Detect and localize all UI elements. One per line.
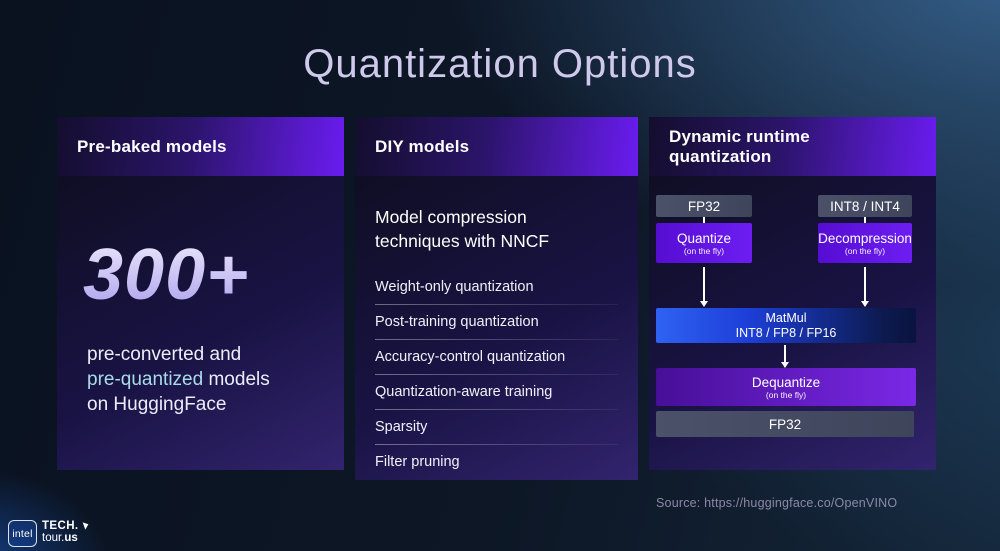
flow-quantize-box: Quantize (on the fly) (656, 223, 752, 263)
techtour-tour-text: tour. (42, 532, 65, 544)
flow-matmul-box: MatMul INT8 / FP8 / FP16 (656, 308, 916, 343)
flow-arrow-left (703, 267, 705, 301)
panel-diy-models: DIY models Model compression techniques … (355, 117, 638, 481)
techtour-tech-text: TECH. (42, 520, 79, 532)
flow-arrowhead-left-icon (700, 301, 708, 307)
diy-technique-item: Weight-only quantization (375, 270, 618, 306)
quantize-label: Quantize (676, 230, 732, 246)
panel-dynamic-runtime: Dynamic runtime quantization FP32 INT8 /… (649, 117, 936, 470)
panel-diy-body: Model compression techniques with NNCF W… (355, 176, 638, 481)
diy-technique-list: Weight-only quantization Post-training qu… (375, 270, 618, 480)
flow-dequantize-box: Dequantize (on the fly) (656, 368, 916, 406)
flow-decompression-box: Decompression (on the fly) (818, 223, 912, 263)
prebaked-model-count: 300+ (83, 237, 344, 314)
matmul-label: MatMul (765, 310, 807, 325)
techtour-top-line: TECH. (42, 520, 88, 532)
panel-prebaked-models: Pre-baked models 300+ pre-converted and … (57, 117, 344, 470)
flow-arrow-right (864, 267, 866, 301)
flow-connector-right (864, 217, 866, 223)
prebaked-description: pre-converted and pre-quantized models o… (87, 342, 344, 417)
decompression-note: (on the fly) (844, 245, 886, 256)
diy-technique-item: Quantization-aware training (375, 375, 618, 411)
techtour-logo: TECH. tour.us (42, 520, 88, 544)
quantize-note: (on the fly) (683, 245, 725, 256)
source-link: Source: https://huggingface.co/OpenVINO (656, 496, 898, 510)
panels-row: Pre-baked models 300+ pre-converted and … (57, 117, 938, 481)
flow-connector-left (703, 217, 705, 223)
panel-prebaked-header: Pre-baked models (57, 117, 344, 176)
decompression-label: Decompression (818, 230, 912, 246)
panel-dynamic-header: Dynamic runtime quantization (649, 117, 936, 176)
flow-input-int8-int4: INT8 / INT4 (818, 195, 912, 217)
diy-technique-item: Filter pruning (375, 454, 460, 471)
dynamic-flow-diagram: FP32 INT8 / INT4 Quantize (on the fly) D… (649, 176, 936, 470)
techtour-us-text: us (64, 532, 78, 544)
flow-arrowhead-mid-icon (781, 362, 789, 368)
slide-title: Quantization Options (303, 42, 697, 86)
intel-logo-text: intel (12, 527, 33, 540)
matmul-precisions: INT8 / FP8 / FP16 (735, 325, 837, 340)
desc-line3: on HuggingFace (87, 393, 227, 415)
desc-highlight-prequantized: pre-quantized (87, 368, 204, 390)
techtour-bottom-line: tour.us (42, 532, 87, 544)
diy-subtitle: Model compression techniques with NNCF (375, 207, 550, 251)
diy-technique-item: Post-training quantization (375, 305, 618, 341)
flow-output-fp32: FP32 (656, 411, 914, 437)
flow-arrow-mid (784, 345, 786, 362)
flow-input-fp32: FP32 (656, 195, 752, 217)
diy-technique-item: Sparsity (375, 410, 618, 446)
desc-line2-rest: models (203, 368, 270, 390)
intel-logo: intel (8, 520, 37, 547)
panel-diy-header: DIY models (355, 117, 638, 176)
techtour-cursor-icon (79, 522, 88, 530)
desc-line1: pre-converted and (87, 343, 242, 365)
dequantize-note: (on the fly) (765, 389, 807, 400)
flow-arrowhead-right-icon (861, 301, 869, 307)
dequantize-label: Dequantize (751, 374, 821, 390)
panel-prebaked-body: 300+ pre-converted and pre-quantized mod… (57, 176, 344, 470)
diy-technique-item: Accuracy-control quantization (375, 340, 618, 376)
